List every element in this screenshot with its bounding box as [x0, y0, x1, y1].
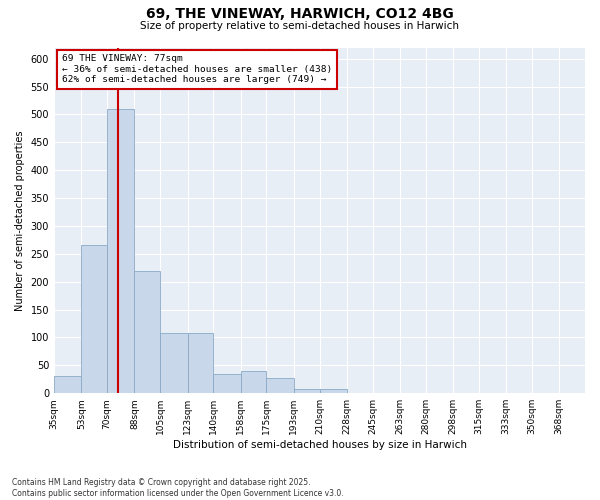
Bar — [134, 270, 160, 393]
Text: Contains HM Land Registry data © Crown copyright and database right 2025.
Contai: Contains HM Land Registry data © Crown c… — [12, 478, 344, 498]
Bar — [54, 376, 82, 393]
Bar — [320, 388, 347, 393]
Text: 69, THE VINEWAY, HARWICH, CO12 4BG: 69, THE VINEWAY, HARWICH, CO12 4BG — [146, 8, 454, 22]
Bar — [160, 333, 188, 393]
Text: 69 THE VINEWAY: 77sqm
← 36% of semi-detached houses are smaller (438)
62% of sem: 69 THE VINEWAY: 77sqm ← 36% of semi-deta… — [62, 54, 332, 84]
Bar — [107, 109, 134, 393]
X-axis label: Distribution of semi-detached houses by size in Harwich: Distribution of semi-detached houses by … — [173, 440, 467, 450]
Bar — [82, 246, 107, 393]
Y-axis label: Number of semi-detached properties: Number of semi-detached properties — [15, 130, 25, 310]
Text: Size of property relative to semi-detached houses in Harwich: Size of property relative to semi-detach… — [140, 21, 460, 31]
Bar — [294, 388, 320, 393]
Bar — [241, 371, 266, 393]
Bar — [188, 333, 214, 393]
Bar — [214, 374, 241, 393]
Bar — [266, 378, 294, 393]
